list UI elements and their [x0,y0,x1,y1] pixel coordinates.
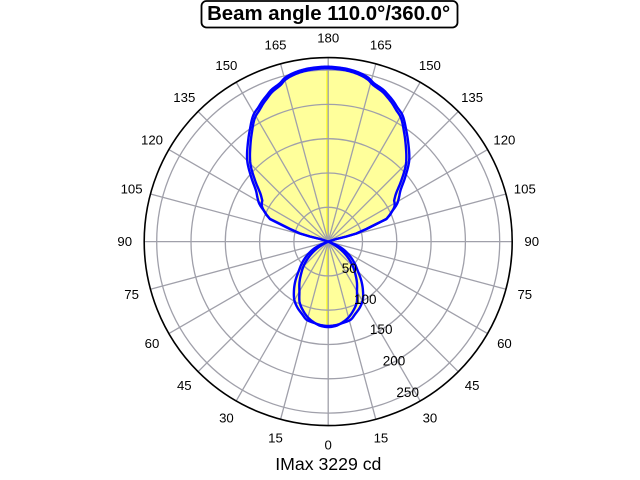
svg-text:Beam angle 110.0°/360.0°: Beam angle 110.0°/360.0° [207,3,450,25]
svg-text:105: 105 [121,181,143,196]
svg-text:105: 105 [514,181,536,196]
svg-text:15: 15 [374,431,389,446]
svg-text:135: 135 [461,90,483,105]
svg-text:120: 120 [141,132,163,147]
svg-text:45: 45 [465,378,480,393]
svg-text:60: 60 [145,336,160,351]
svg-text:100: 100 [354,292,377,307]
svg-text:120: 120 [493,132,515,147]
svg-text:90: 90 [117,234,132,249]
svg-text:0: 0 [325,438,332,453]
svg-text:165: 165 [264,38,286,53]
svg-text:75: 75 [124,287,139,302]
svg-text:180: 180 [317,31,339,46]
svg-text:75: 75 [517,287,532,302]
svg-text:30: 30 [423,410,438,425]
svg-text:30: 30 [219,410,234,425]
svg-text:50: 50 [342,261,357,276]
svg-text:150: 150 [419,58,441,73]
svg-text:150: 150 [215,58,237,73]
svg-text:45: 45 [177,378,192,393]
svg-text:IMax 3229 cd: IMax 3229 cd [275,454,381,474]
svg-text:200: 200 [383,354,406,369]
svg-text:250: 250 [396,385,419,400]
svg-text:90: 90 [524,234,539,249]
svg-text:150: 150 [370,322,393,337]
svg-text:135: 135 [173,90,195,105]
svg-text:15: 15 [268,431,283,446]
svg-text:60: 60 [497,336,512,351]
svg-text:165: 165 [370,38,392,53]
